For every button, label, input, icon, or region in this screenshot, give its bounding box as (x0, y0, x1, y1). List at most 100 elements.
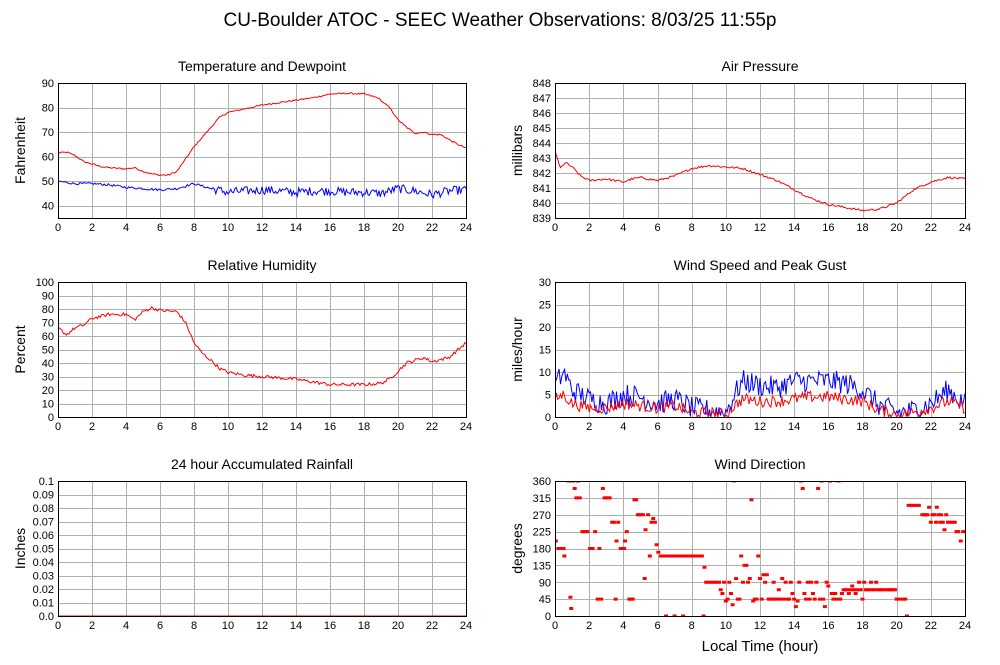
y-tick-label: 40 (42, 358, 54, 370)
direction-point (963, 530, 965, 534)
x-tick-label: 24 (460, 421, 472, 433)
x-tick-label: 10 (222, 222, 234, 234)
x-tick-label: 6 (654, 421, 660, 433)
direction-point (702, 565, 707, 569)
direction-point (807, 597, 812, 601)
direction-point (649, 520, 654, 524)
direction-point (561, 547, 566, 550)
direction-point (569, 607, 574, 610)
y-tick-label: 846 (533, 108, 551, 120)
direction-point (614, 539, 619, 543)
x-tick-label: 18 (358, 222, 370, 234)
x-tick-label: 14 (290, 421, 302, 433)
direction-point (952, 520, 957, 524)
direction-point (874, 580, 879, 584)
direction-point (909, 503, 914, 507)
y-tick-label: 10 (539, 367, 551, 379)
y-tick-label: 0.09 (33, 490, 54, 502)
direction-point (763, 580, 768, 584)
y-tick-label: 15 (539, 345, 551, 357)
direction-point (775, 597, 780, 601)
x-tick-label: 20 (891, 620, 903, 632)
x-tick-label: 10 (720, 222, 732, 234)
x-tick-label: 0 (55, 620, 61, 632)
x-tick-label: 2 (89, 222, 95, 234)
direction-point (747, 577, 752, 580)
direction-point (624, 530, 629, 534)
temperature-gridlines (58, 83, 467, 218)
direction-point (797, 580, 802, 584)
direction-point (676, 554, 681, 558)
pressure-series-red (555, 150, 965, 212)
direction-point (810, 592, 815, 595)
direction-point (947, 520, 952, 524)
y-tick-label: 60 (42, 331, 54, 343)
y-tick-label: 0 (545, 611, 551, 623)
direction-point (817, 597, 822, 601)
direction-point (934, 505, 939, 509)
humidity-series-red (58, 305, 466, 387)
direction-point (790, 592, 795, 595)
y-tick-label: 180 (533, 544, 551, 556)
temperature-series-red (58, 92, 466, 177)
y-tick-label: 845 (533, 123, 551, 135)
direction-point (904, 614, 909, 616)
y-tick-label: 20 (539, 322, 551, 334)
direction-title: Wind Direction (714, 456, 805, 472)
x-tick-label: 10 (222, 421, 234, 433)
direction-point (845, 588, 850, 592)
direction-point (792, 597, 797, 601)
x-tick-label: 12 (754, 421, 766, 433)
humidity-title: Relative Humidity (208, 257, 317, 273)
x-tick-label: 10 (720, 620, 732, 632)
temperature-plot-frame (58, 83, 467, 219)
y-tick-label: 30 (539, 277, 551, 289)
y-tick-label: 843 (533, 153, 551, 165)
pressure-gridlines (555, 83, 966, 219)
direction-point (898, 597, 903, 601)
y-tick-label: 50 (42, 345, 54, 357)
direction-point (894, 597, 899, 601)
x-tick-label: 12 (256, 222, 268, 234)
direction-gridlines (555, 481, 966, 617)
direction-point (723, 599, 728, 603)
direction-point (824, 580, 829, 584)
y-tick-label: 30 (42, 372, 54, 384)
y-tick-label: 70 (42, 318, 54, 330)
y-tick-label: 135 (533, 560, 551, 572)
direction-point (914, 503, 919, 507)
y-tick-label: 0.07 (33, 517, 54, 529)
y-tick-label: 0.02 (33, 584, 54, 596)
direction-point (858, 588, 863, 592)
direction-point (701, 614, 706, 616)
direction-point (651, 517, 656, 520)
direction-point (939, 513, 944, 517)
y-tick-label: 50 (42, 176, 54, 188)
x-tick-label: 2 (586, 421, 592, 433)
direction-point (927, 505, 932, 509)
direction-point (613, 597, 618, 601)
pressure-ylabel: millibars (509, 125, 525, 176)
x-tick-label: 24 (460, 620, 472, 632)
x-tick-label: 22 (925, 620, 937, 632)
direction-point (642, 577, 647, 580)
direction-point (562, 554, 567, 558)
y-tick-label: 70 (42, 127, 54, 139)
direction-point (704, 580, 709, 584)
y-tick-label: 80 (42, 304, 54, 316)
x-tick-label: 12 (754, 222, 766, 234)
y-tick-label: 45 (539, 594, 551, 606)
direction-point (862, 580, 867, 584)
direction-point (595, 597, 600, 601)
direction-point (793, 605, 798, 609)
direction-point (778, 597, 783, 601)
y-tick-label: 20 (42, 385, 54, 397)
x-tick-label: 4 (123, 620, 129, 632)
y-tick-label: 40 (42, 201, 54, 213)
direction-point (814, 580, 819, 584)
direction-point (730, 603, 735, 607)
direction-point (783, 580, 788, 584)
x-tick-label: 8 (191, 421, 197, 433)
direction-point (746, 580, 751, 584)
